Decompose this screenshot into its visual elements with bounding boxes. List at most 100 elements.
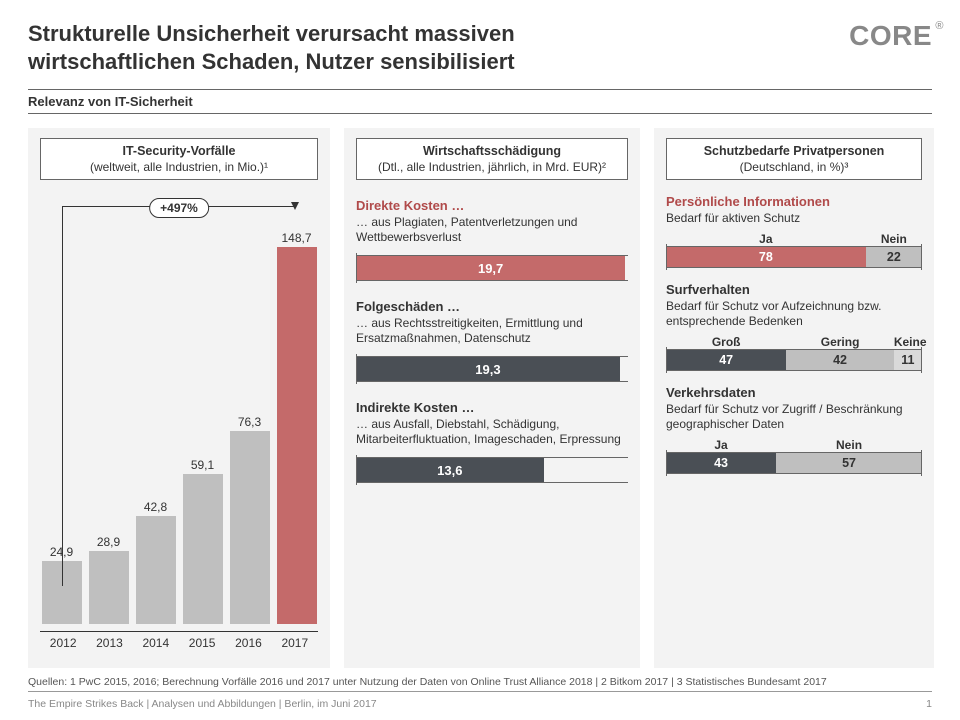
section-desc: … aus Ausfall, Diebstahl, Schädigung, Mi… (356, 417, 628, 447)
need-block: Surfverhalten Bedarf für Schutz vor Aufze… (666, 282, 922, 371)
x-axis: 2012 2013 2014 2015 2016 2017 (40, 631, 318, 650)
bar-value-label: 148,7 (281, 231, 311, 245)
bar-chart: +497% 24,928,942,859,176,3148,7 20122013… (40, 190, 318, 650)
bar-wrap: 76,3 (229, 415, 271, 624)
bar (183, 474, 223, 624)
hbar: 19,3 (356, 357, 620, 381)
panel3-sub: (Deutschland, in %)³ (740, 160, 849, 174)
axis-tick (356, 253, 357, 283)
subtitle-bar: Relevanz von IT-Sicherheit (28, 89, 932, 114)
bar (277, 247, 317, 624)
footer-page: 1 (926, 698, 932, 710)
block-title: Persönliche Informationen (666, 194, 922, 209)
segment: 57 (776, 453, 922, 473)
section-title: Direkte Kosten … (356, 198, 628, 213)
block-title: Surfverhalten (666, 282, 922, 297)
title-line-1: Strukturelle Unsicherheit verursacht mas… (28, 21, 515, 46)
x-tick: 2012 (42, 636, 84, 650)
axis-tick (666, 347, 667, 373)
bar-value-label: 42,8 (144, 500, 167, 514)
segment-label: Nein (776, 438, 922, 452)
bar-value-label: 76,3 (238, 415, 261, 429)
axis-tick (356, 455, 357, 485)
panel-needs: Schutzbedarfe Privatpersonen (Deutschlan… (654, 128, 934, 668)
panel2-header: Wirtschaftsschädigung (Dtl., alle Indust… (356, 138, 628, 180)
page-title: Strukturelle Unsicherheit verursacht mas… (28, 20, 515, 75)
segment: 47 (666, 350, 786, 370)
split-labels: GroßGeringKeine (666, 335, 922, 349)
bar-wrap: 42,8 (135, 500, 177, 624)
panel1-header: IT-Security-Vorfälle (weltweit, alle Ind… (40, 138, 318, 180)
bars-container: 24,928,942,859,176,3148,7 (40, 244, 318, 624)
segment-label: Keine (894, 335, 922, 349)
block-desc: Bedarf für Schutz vor Zugriff / Beschrän… (666, 402, 922, 432)
split-bar: 7822 (666, 246, 922, 268)
segment: 11 (894, 350, 922, 370)
segment: 22 (866, 247, 922, 267)
growth-badge: +497% (149, 198, 209, 218)
split-bar: 474211 (666, 349, 922, 371)
segment: 43 (666, 453, 776, 473)
split-bar: 4357 (666, 452, 922, 474)
bar (230, 431, 270, 624)
hbar-wrap: 19,7 (356, 255, 628, 281)
segment-label: Nein (866, 232, 922, 246)
axis-tick (921, 347, 922, 373)
need-block: Verkehrsdaten Bedarf für Schutz vor Zugri… (666, 385, 922, 474)
panel-damage: Wirtschaftsschädigung (Dtl., alle Indust… (344, 128, 640, 668)
section-desc: … aus Plagiaten, Patentverletzungen und … (356, 215, 628, 245)
segment: 42 (786, 350, 894, 370)
axis-tick (921, 450, 922, 476)
section-desc: … aus Rechtsstreitigkeiten, Ermittlung u… (356, 316, 628, 346)
x-tick: 2016 (227, 636, 269, 650)
arrow-down-icon (291, 202, 299, 210)
segment: 78 (666, 247, 866, 267)
bar-value-label: 59,1 (191, 458, 214, 472)
panel2-sub: (Dtl., alle Industrien, jährlich, in Mrd… (378, 160, 606, 174)
bar-value-label: 28,9 (97, 535, 120, 549)
panel3-header: Schutzbedarfe Privatpersonen (Deutschlan… (666, 138, 922, 180)
panel1-title: IT-Security-Vorfälle (123, 144, 236, 158)
damage-section: Indirekte Kosten … … aus Ausfall, Diebsta… (356, 400, 628, 483)
hbar-wrap: 13,6 (356, 457, 628, 483)
logo: CORE® (849, 20, 932, 52)
block-desc: Bedarf für aktiven Schutz (666, 211, 922, 226)
bar (89, 551, 129, 624)
section-title: Indirekte Kosten … (356, 400, 628, 415)
segment-label: Gering (786, 335, 894, 349)
axis-tick (356, 354, 357, 384)
block-desc: Bedarf für Schutz vor Aufzeichnung bzw. … (666, 299, 922, 329)
section-title: Folgeschäden … (356, 299, 628, 314)
segment-label: Ja (666, 232, 866, 246)
damage-section: Direkte Kosten … … aus Plagiaten, Patentv… (356, 198, 628, 281)
panel3-body: Persönliche Informationen Bedarf für akti… (666, 194, 922, 474)
bar-wrap: 28,9 (88, 535, 130, 624)
x-tick: 2014 (135, 636, 177, 650)
hbar: 13,6 (356, 458, 544, 482)
bar (136, 516, 176, 624)
axis-tick (666, 450, 667, 476)
split-labels: JaNein (666, 438, 922, 452)
x-tick: 2013 (88, 636, 130, 650)
footer: The Empire Strikes Back | Analysen und A… (28, 698, 932, 710)
panel3-title: Schutzbedarfe Privatpersonen (704, 144, 885, 158)
subtitle-text: Relevanz von IT-Sicherheit (28, 94, 193, 109)
damage-section: Folgeschäden … … aus Rechtsstreitigkeiten… (356, 299, 628, 382)
logo-mark: ® (935, 20, 944, 32)
panel1-sub: (weltweit, alle Industrien, in Mio.)¹ (90, 160, 268, 174)
axis-tick (921, 244, 922, 270)
axis-tick (666, 244, 667, 270)
sources-line: Quellen: 1 PwC 2015, 2016; Berechnung Vo… (28, 676, 932, 692)
segment-label: Groß (666, 335, 786, 349)
bar-wrap: 148,7 (276, 231, 318, 624)
footer-left: The Empire Strikes Back | Analysen und A… (28, 698, 377, 710)
title-line-2: wirtschaftlichen Schaden, Nutzer sensibi… (28, 49, 515, 74)
x-tick: 2015 (181, 636, 223, 650)
segment-label: Ja (666, 438, 776, 452)
panel2-body: Direkte Kosten … … aus Plagiaten, Patentv… (356, 198, 628, 483)
x-tick: 2017 (274, 636, 316, 650)
panel2-title: Wirtschaftsschädigung (423, 144, 561, 158)
panel-incidents: IT-Security-Vorfälle (weltweit, alle Ind… (28, 128, 330, 668)
hbar: 19,7 (356, 256, 625, 280)
block-title: Verkehrsdaten (666, 385, 922, 400)
